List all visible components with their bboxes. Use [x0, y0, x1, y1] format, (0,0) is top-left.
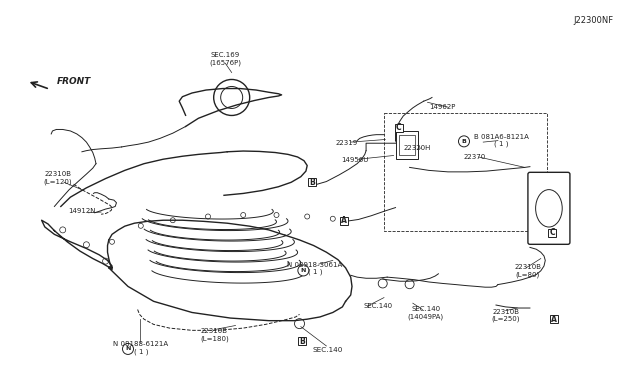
Text: N 08188-6121A
( 1 ): N 08188-6121A ( 1 ) [113, 341, 168, 355]
Text: A: A [341, 216, 348, 225]
Text: N 08918-3061A
( 1 ): N 08918-3061A ( 1 ) [287, 262, 342, 275]
Text: 14962P: 14962P [429, 104, 456, 110]
Bar [396, 131, 417, 159]
Text: 22310B
(L=80): 22310B (L=80) [515, 264, 541, 278]
Bar [395, 124, 403, 132]
Text: N: N [301, 268, 306, 273]
Text: 22370: 22370 [464, 154, 486, 160]
Text: 14956U: 14956U [342, 157, 369, 163]
Text: C: C [396, 123, 401, 132]
Text: N: N [125, 346, 131, 352]
Circle shape [298, 265, 309, 276]
Text: SEC.140: SEC.140 [364, 303, 393, 309]
Bar [340, 217, 348, 225]
Text: C: C [550, 228, 555, 237]
Text: B: B [300, 337, 305, 346]
Text: SEC.140: SEC.140 [312, 347, 343, 353]
Circle shape [458, 136, 470, 147]
Text: 14912N: 14912N [68, 208, 95, 214]
Bar [399, 135, 415, 155]
Bar [548, 228, 556, 237]
FancyBboxPatch shape [528, 172, 570, 244]
Text: B 081A6-8121A
( 1 ): B 081A6-8121A ( 1 ) [474, 134, 529, 147]
Text: J22300NF: J22300NF [573, 16, 613, 25]
Text: SEC.169
(16576P): SEC.169 (16576P) [209, 52, 241, 65]
Bar [298, 337, 306, 346]
Bar [308, 178, 316, 186]
Text: 22310B
(L=180): 22310B (L=180) [200, 328, 228, 341]
Text: FRONT: FRONT [56, 77, 91, 86]
Text: B: B [461, 139, 467, 144]
Text: 22319: 22319 [336, 140, 358, 146]
Text: 22320H: 22320H [404, 145, 431, 151]
Text: 22310B
(L=250): 22310B (L=250) [492, 309, 520, 322]
Text: SEC.140
(14049PA): SEC.140 (14049PA) [408, 307, 444, 320]
Text: A: A [550, 315, 557, 324]
Text: 22310B
(L=120): 22310B (L=120) [44, 171, 72, 185]
Circle shape [122, 343, 134, 355]
Text: B: B [310, 178, 315, 187]
Bar [550, 315, 557, 323]
